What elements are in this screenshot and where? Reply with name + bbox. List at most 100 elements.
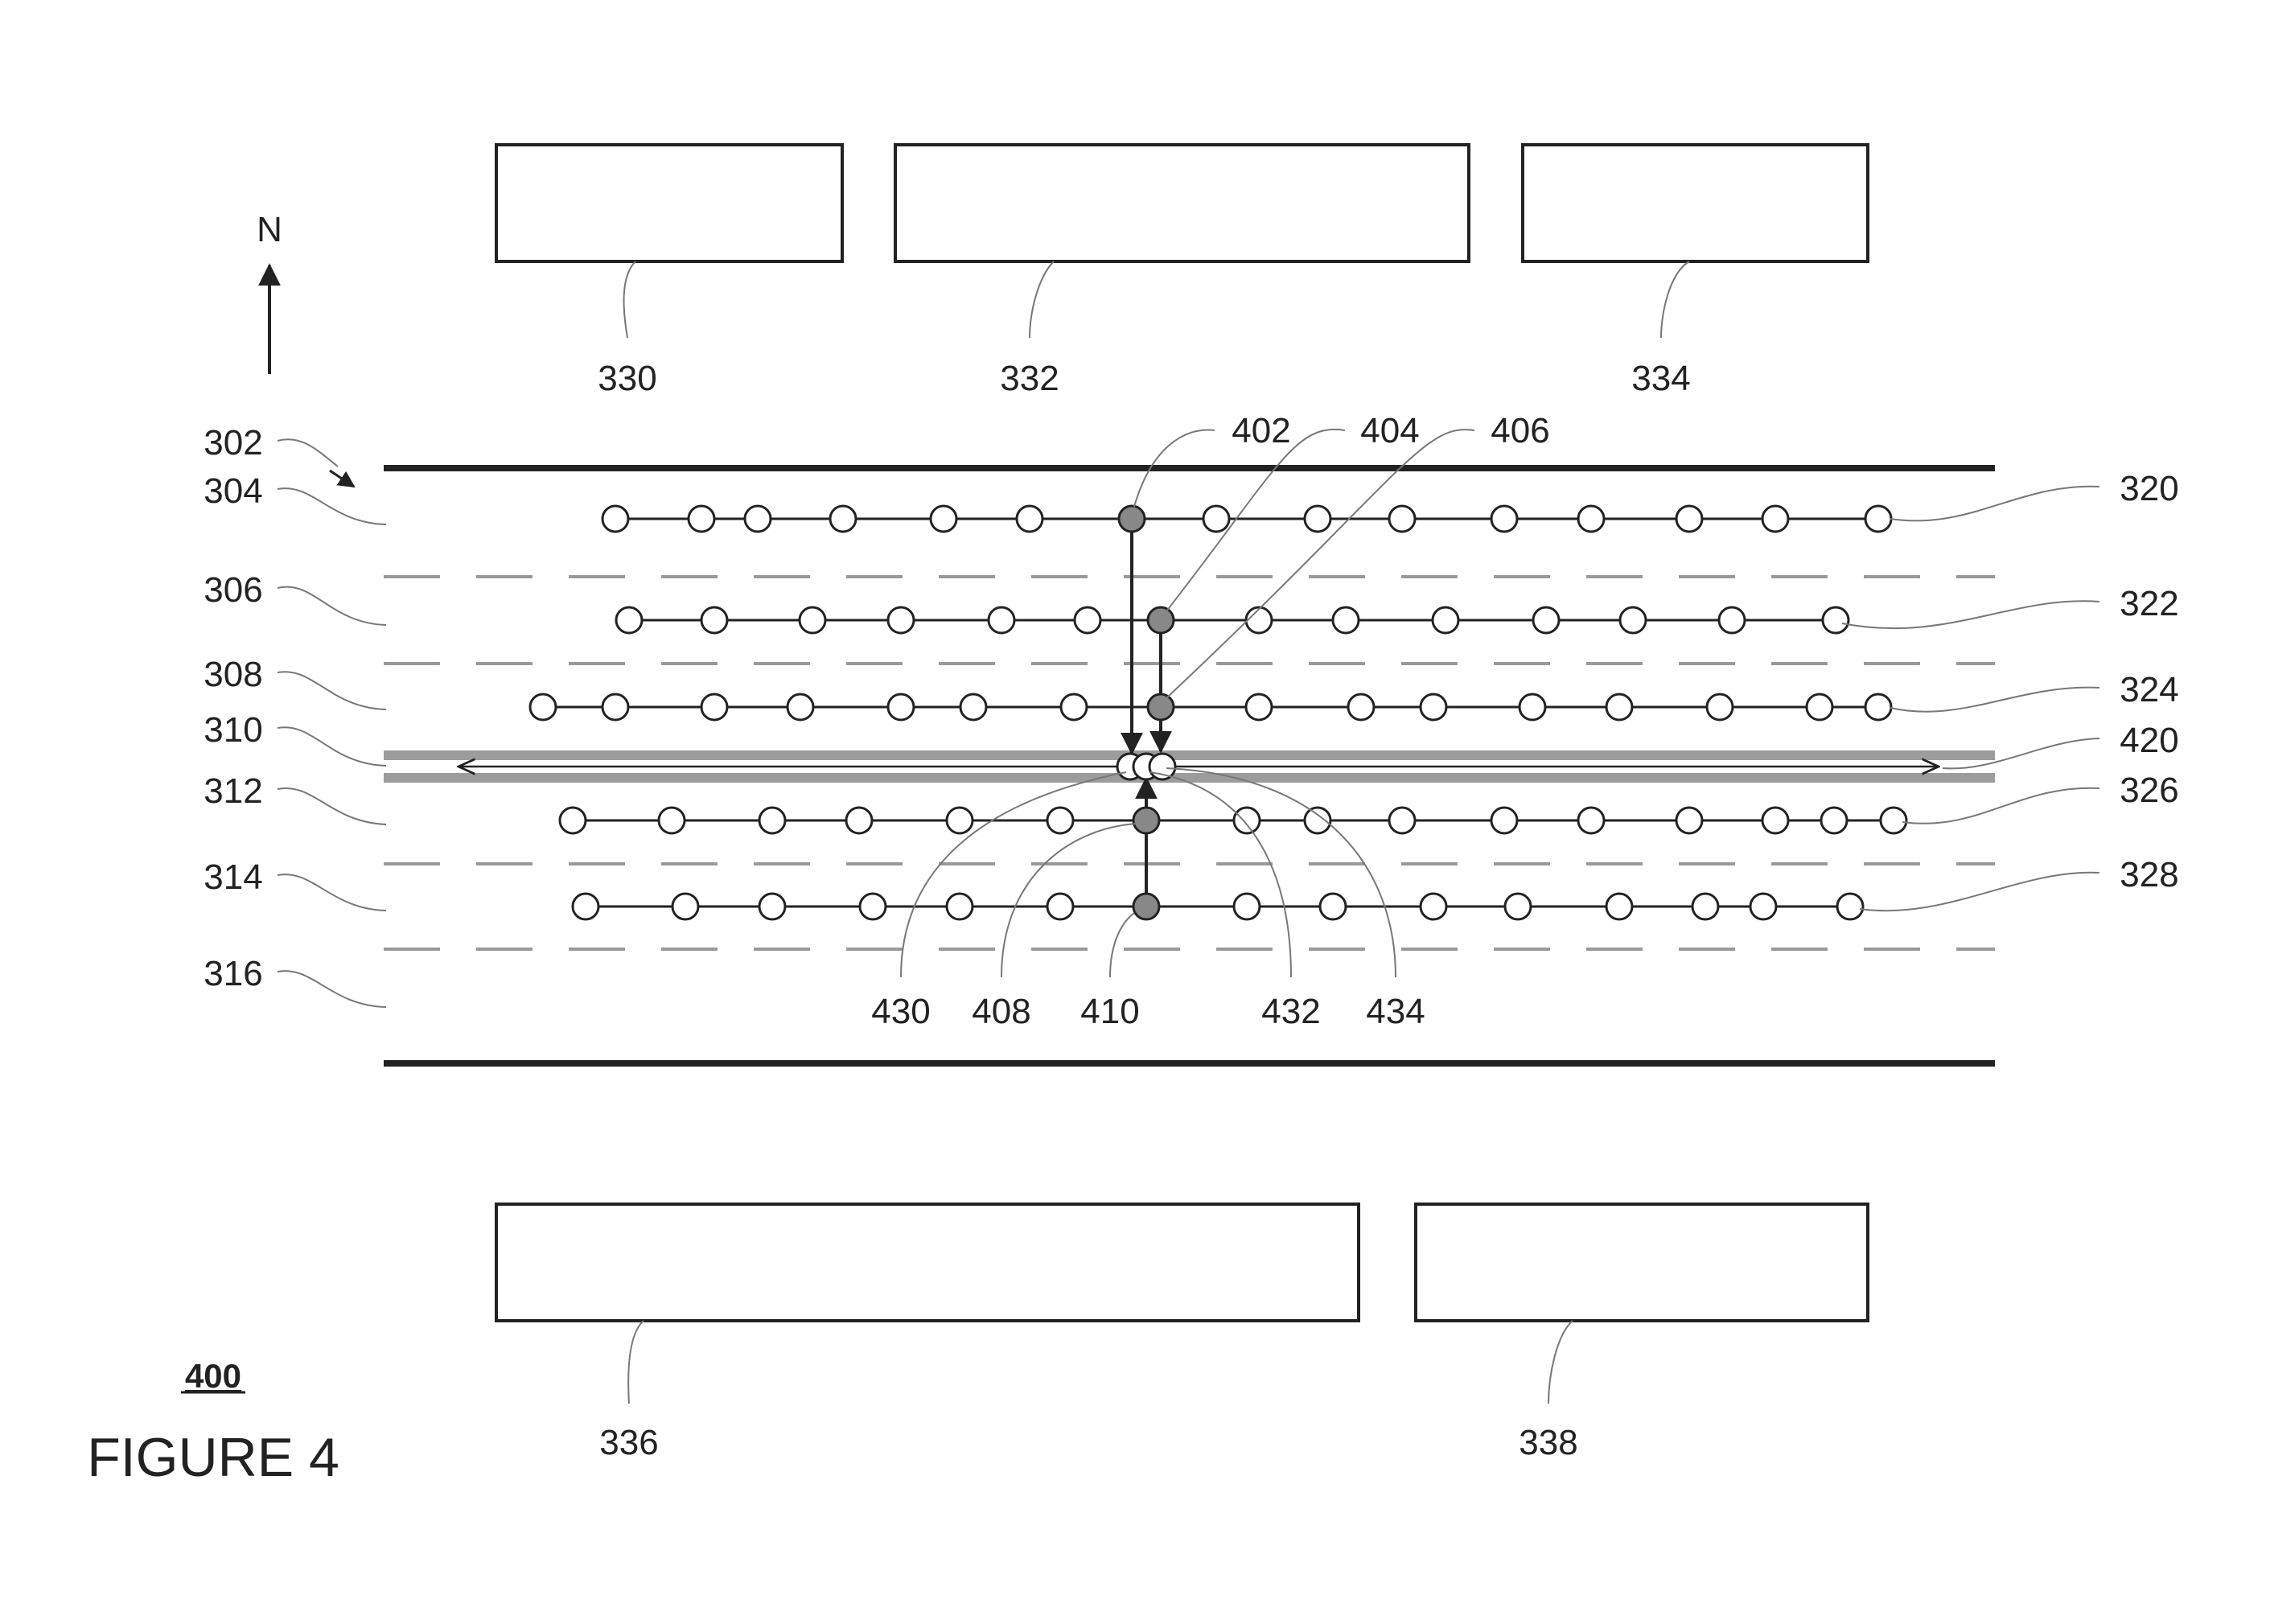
leader-302 bbox=[278, 439, 338, 467]
track-node bbox=[830, 506, 856, 532]
track-node bbox=[1234, 894, 1260, 919]
track-node bbox=[960, 694, 986, 720]
figure-number: 400 bbox=[185, 1357, 241, 1395]
leader-434 bbox=[1166, 768, 1396, 977]
track-node bbox=[846, 808, 872, 833]
track-node bbox=[1520, 694, 1545, 720]
leader-306 bbox=[278, 587, 386, 625]
bottom-boxes: 336 338 bbox=[496, 1204, 1868, 1462]
track-node bbox=[931, 506, 956, 532]
track-node bbox=[1676, 506, 1702, 532]
leader-320 bbox=[1890, 487, 2099, 521]
label-308: 308 bbox=[204, 655, 262, 694]
track-node bbox=[1305, 506, 1330, 532]
north-arrow: N bbox=[257, 210, 282, 374]
north-label: N bbox=[257, 210, 282, 249]
track-node bbox=[1750, 894, 1776, 919]
track-node bbox=[1075, 607, 1100, 633]
track-node bbox=[1606, 894, 1632, 919]
track-node bbox=[1505, 894, 1531, 919]
track-node bbox=[1305, 808, 1330, 833]
highlighted-node bbox=[1148, 607, 1174, 633]
box-338 bbox=[1416, 1204, 1868, 1321]
track-node bbox=[689, 506, 714, 532]
leader-316 bbox=[278, 971, 386, 1007]
track-node bbox=[947, 894, 973, 919]
track-node bbox=[947, 808, 973, 833]
top-refs: 402 404 406 bbox=[1134, 411, 1550, 698]
track-node bbox=[1491, 506, 1517, 532]
track-node bbox=[1348, 694, 1374, 720]
label-420: 420 bbox=[2120, 721, 2178, 760]
leader-322 bbox=[1842, 601, 2099, 628]
leader-304 bbox=[278, 488, 386, 524]
track-node bbox=[1246, 607, 1272, 633]
nodes bbox=[530, 506, 1906, 919]
leader-432 bbox=[1150, 772, 1291, 977]
label-330: 330 bbox=[598, 359, 656, 398]
label-338: 338 bbox=[1519, 1423, 1577, 1462]
track-node bbox=[1707, 694, 1733, 720]
track-node bbox=[1246, 694, 1272, 720]
track-node bbox=[788, 694, 813, 720]
track-node bbox=[1762, 808, 1788, 833]
track-node bbox=[1421, 894, 1446, 919]
leader-324 bbox=[1890, 688, 2099, 712]
label-410: 410 bbox=[1080, 992, 1139, 1031]
label-316: 316 bbox=[204, 954, 262, 993]
leader-338 bbox=[1548, 1321, 1573, 1404]
track-node bbox=[1865, 506, 1891, 532]
label-312: 312 bbox=[204, 771, 262, 811]
track-node bbox=[1676, 808, 1702, 833]
label-322: 322 bbox=[2120, 584, 2178, 623]
track-node bbox=[1333, 607, 1359, 633]
track-node bbox=[560, 808, 586, 833]
label-408: 408 bbox=[972, 992, 1030, 1031]
label-406: 406 bbox=[1491, 411, 1549, 450]
label-402: 402 bbox=[1232, 411, 1290, 450]
leader-430 bbox=[901, 772, 1126, 977]
box-330 bbox=[496, 145, 842, 261]
track-node bbox=[1606, 694, 1632, 720]
label-434: 434 bbox=[1366, 992, 1425, 1031]
label-336: 336 bbox=[599, 1423, 658, 1462]
leader-312 bbox=[278, 788, 386, 824]
track-node bbox=[1533, 607, 1559, 633]
center-line bbox=[384, 755, 1995, 778]
track-node bbox=[888, 694, 914, 720]
figure-caption-text: FIGURE 4 bbox=[87, 1427, 339, 1488]
track-node bbox=[1149, 754, 1175, 779]
track-node bbox=[1389, 808, 1415, 833]
track-node bbox=[672, 894, 698, 919]
track-node bbox=[1491, 808, 1517, 833]
track-node bbox=[1807, 694, 1832, 720]
right-labels: 320 322 324 420 326 328 bbox=[1842, 469, 2179, 911]
label-326: 326 bbox=[2120, 771, 2178, 810]
label-304: 304 bbox=[204, 471, 262, 511]
label-430: 430 bbox=[871, 992, 930, 1031]
track-node bbox=[1837, 894, 1863, 919]
track-node bbox=[1433, 607, 1458, 633]
track-node bbox=[530, 694, 556, 720]
track-node bbox=[1047, 808, 1073, 833]
track-node bbox=[659, 808, 685, 833]
track-node bbox=[1692, 894, 1718, 919]
track-node bbox=[1823, 607, 1848, 633]
highlighted-node bbox=[1133, 808, 1159, 833]
track-node bbox=[800, 607, 825, 633]
track-node bbox=[860, 894, 886, 919]
leader-332 bbox=[1030, 261, 1054, 338]
track-node bbox=[1389, 506, 1415, 532]
track-node bbox=[745, 506, 771, 532]
box-336 bbox=[496, 1204, 1359, 1321]
track-node bbox=[1821, 808, 1847, 833]
track-node bbox=[989, 607, 1014, 633]
track-node bbox=[573, 894, 598, 919]
track-node bbox=[1620, 607, 1646, 633]
figure-caption: 400 FIGURE 4 bbox=[87, 1357, 339, 1488]
track-node bbox=[1203, 506, 1229, 532]
leader-314 bbox=[278, 874, 386, 911]
track-node bbox=[1881, 808, 1906, 833]
track-node bbox=[1047, 894, 1073, 919]
